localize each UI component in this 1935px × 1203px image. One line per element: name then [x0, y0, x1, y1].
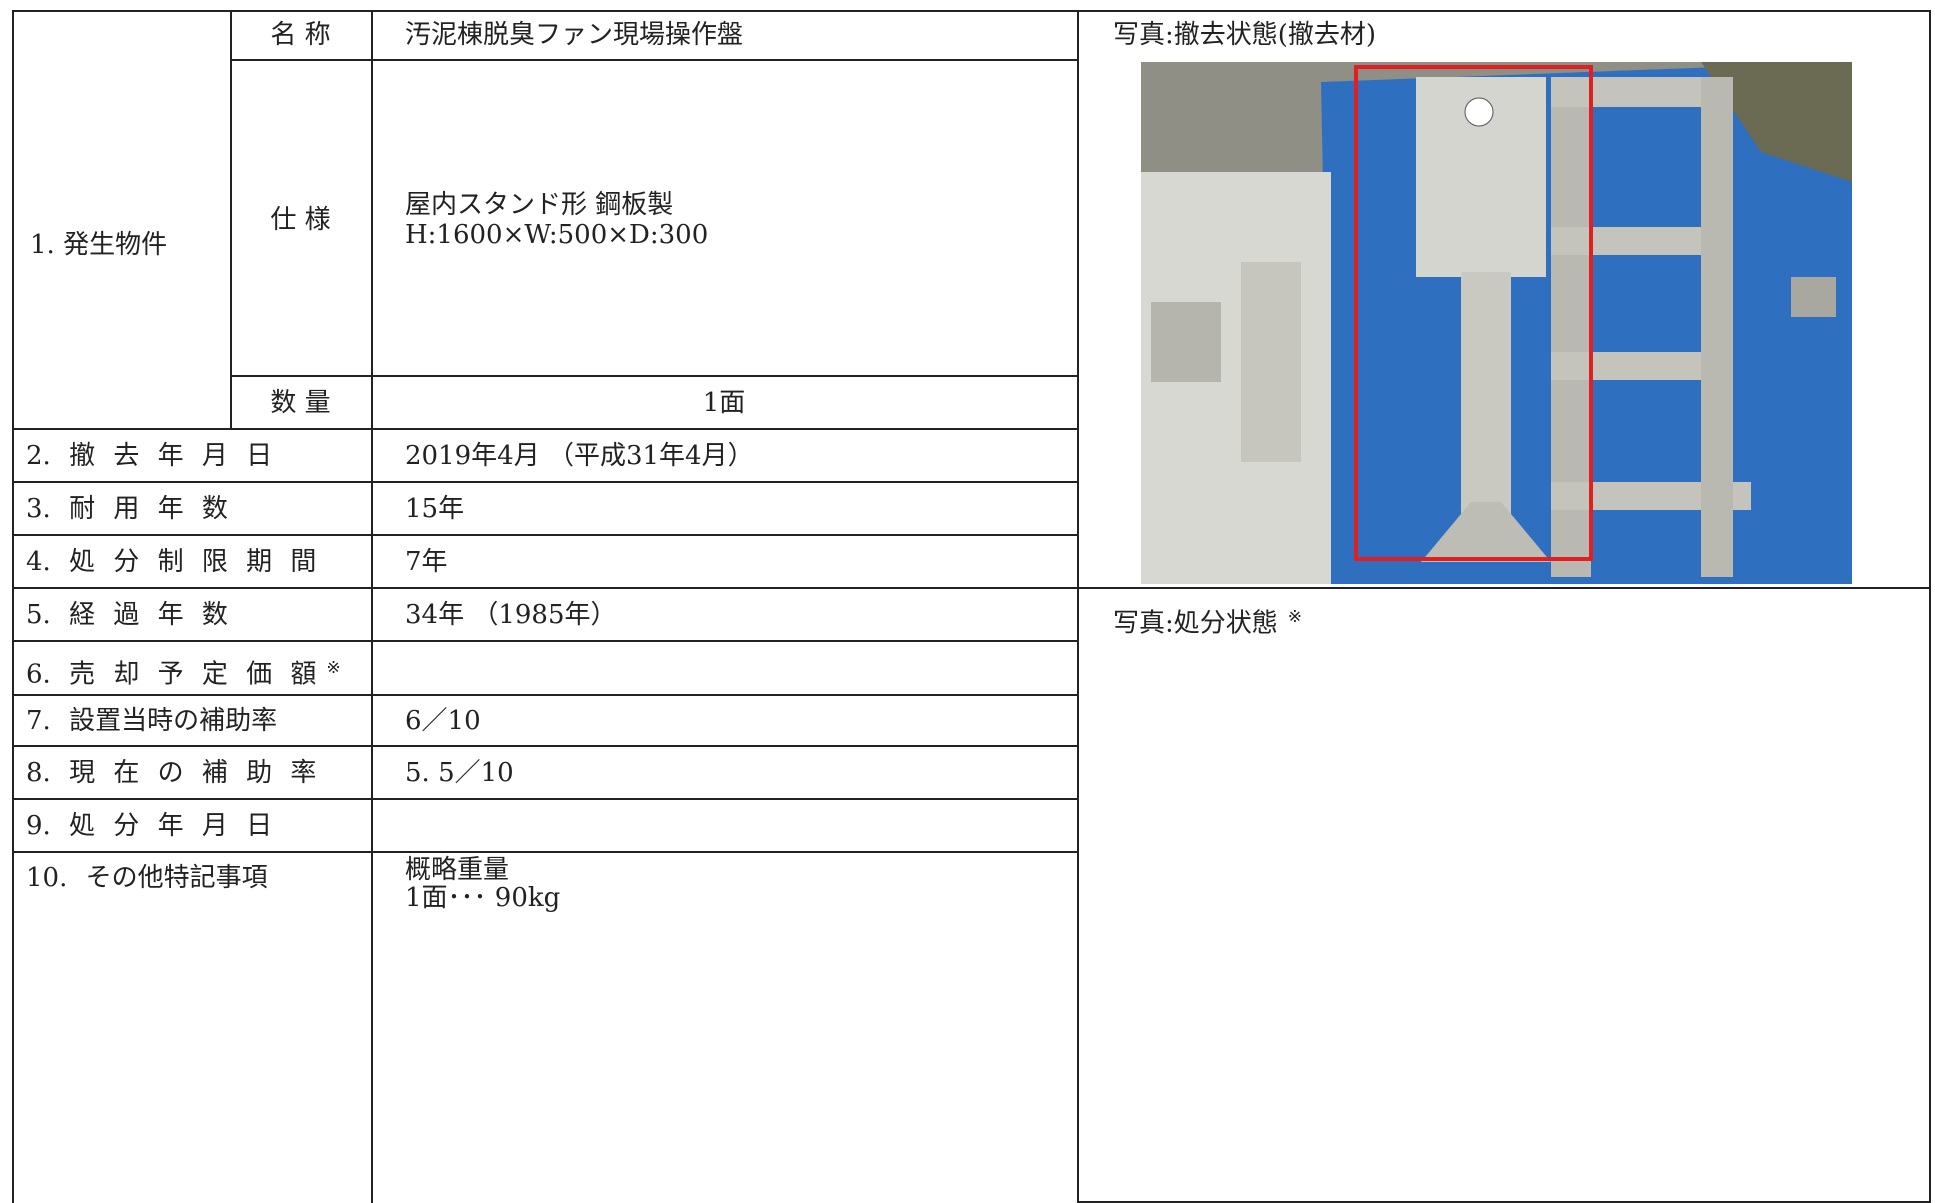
note-mark: ※ — [1287, 607, 1303, 627]
row-value: 7年 — [405, 546, 448, 577]
section-label: 1. 発生物件 — [30, 230, 168, 260]
row-label: 10. その他特記事項 — [26, 863, 268, 893]
spec-value: H:1600×W:500×D:300 — [405, 220, 709, 250]
note-mark: ※ — [326, 658, 341, 678]
row-label-cell — [12, 851, 373, 1203]
photo-panel-bottom — [1077, 587, 1931, 1203]
row-label: 3. 耐 用 年 数 — [26, 493, 228, 524]
spec-label: 仕 様 — [270, 205, 331, 235]
photo-caption: 写真:処分状態 ※ — [1113, 607, 1303, 639]
row-label: 7. 設置当時の補助率 — [26, 705, 278, 736]
row-value-cell — [371, 798, 1079, 853]
row-value-cell — [371, 534, 1079, 589]
row-value: 15年 — [405, 493, 465, 524]
row-value: 概略重量 — [405, 855, 510, 885]
row-value-cell — [371, 481, 1079, 536]
row-label: 2. 撤 去 年 月 日 — [26, 440, 273, 471]
row-value: 5. 5／10 — [405, 757, 514, 788]
name-label: 名 称 — [270, 20, 331, 50]
section-label-cell — [12, 10, 232, 430]
photo-caption: 写真:撤去状態(撤去材) — [1113, 20, 1377, 50]
row-label: 9. 処 分 年 月 日 — [26, 810, 273, 841]
row-label: 8. 現 在 の 補 助 率 — [26, 757, 317, 788]
row-value: 2019年4月 （平成31年4月） — [405, 440, 754, 471]
removed-photo — [1141, 62, 1852, 584]
spec-value: 屋内スタンド形 鋼板製 — [405, 190, 674, 220]
row-label: 6. 売 却 予 定 価 額 ※ — [26, 658, 341, 690]
name-value: 汚泥棟脱臭ファン現場操作盤 — [405, 20, 744, 50]
qty-value: 1面 — [702, 388, 746, 418]
row-value: 6／10 — [405, 705, 481, 736]
row-value: 1面･･･ 90kg — [405, 883, 561, 913]
qty-label: 数 量 — [270, 388, 331, 418]
row-label: 4. 処 分 制 限 期 間 — [26, 546, 317, 577]
row-label: 5. 経 過 年 数 — [26, 599, 228, 630]
row-value-cell — [371, 640, 1079, 696]
row-value: 34年 （1985年） — [405, 599, 617, 630]
